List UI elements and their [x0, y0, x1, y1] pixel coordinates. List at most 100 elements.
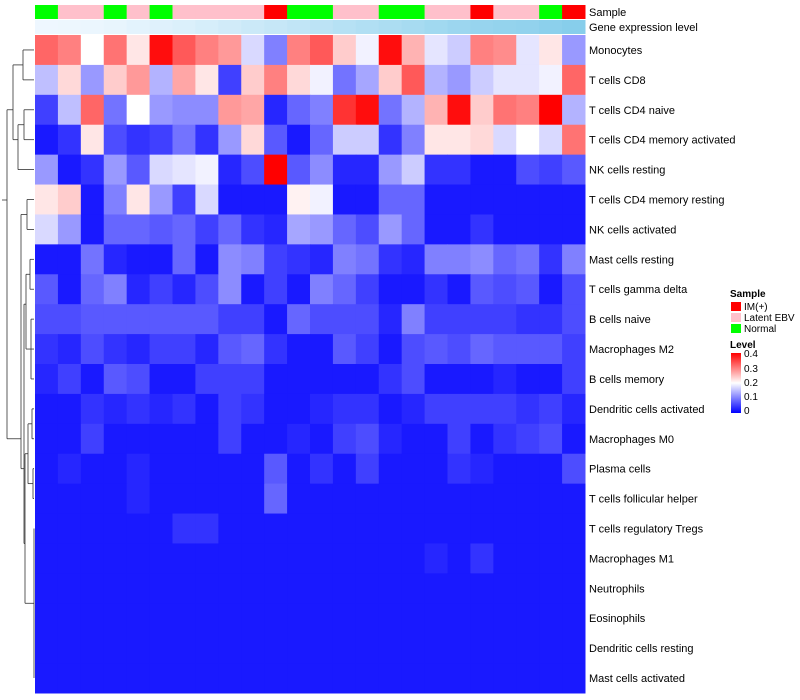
heatmap-cell — [447, 543, 471, 574]
heatmap-cell — [264, 364, 288, 395]
heatmap-cell — [195, 603, 219, 634]
heatmap-cell — [447, 633, 471, 664]
sample-annotation-cell — [103, 5, 128, 19]
heatmap-cell — [470, 304, 494, 335]
heatmap-cell — [287, 304, 311, 335]
heatmap-cell — [35, 244, 59, 275]
heatmap-cell — [57, 154, 82, 186]
expression-annotation-cell — [470, 20, 494, 34]
heatmap-cell — [218, 573, 242, 604]
heatmap-cell — [241, 423, 265, 455]
heatmap-cell — [149, 154, 173, 186]
heatmap-cell — [539, 64, 563, 96]
heatmap-cell — [80, 633, 105, 664]
heatmap-cell — [287, 453, 311, 485]
heatmap-cell — [264, 393, 288, 425]
heatmap-cell — [218, 364, 242, 395]
heatmap-cell — [149, 423, 173, 455]
heatmap-cell — [470, 633, 494, 664]
heatmap-cell — [562, 154, 586, 186]
expression-annotation-cell — [310, 20, 334, 34]
heatmap-cell — [57, 94, 82, 126]
heatmap-cell — [378, 663, 403, 694]
sample-annotation-cell — [332, 5, 357, 19]
heatmap-cell — [332, 364, 357, 395]
heatmap-cell — [562, 35, 586, 66]
heatmap-cell — [516, 334, 540, 365]
legend-level-tick-0: 0.4 — [744, 349, 758, 360]
heatmap-cell — [516, 364, 540, 395]
heatmap-cell — [103, 364, 128, 395]
heatmap-cell — [539, 603, 563, 634]
annotation-label-sample: Sample — [589, 7, 626, 19]
heatmap-cell — [35, 393, 59, 425]
heatmap-cell — [57, 633, 82, 664]
heatmap-cell — [126, 364, 151, 395]
heatmap-cell — [470, 94, 494, 126]
heatmap-cell — [172, 35, 196, 66]
heatmap-cell — [310, 603, 334, 634]
expression-annotation-cell — [539, 20, 563, 34]
row-label: Dendritic cells activated — [589, 404, 705, 416]
heatmap-cell — [332, 35, 357, 66]
heatmap-cell — [424, 274, 448, 305]
heatmap-cell — [355, 423, 380, 455]
heatmap-cell — [57, 304, 82, 335]
heatmap-cell — [332, 663, 357, 694]
heatmap-cell — [287, 393, 311, 425]
row-label: Macrophages M0 — [589, 434, 674, 446]
heatmap-cell — [241, 244, 265, 275]
heatmap-cell — [310, 184, 334, 215]
heatmap-cell — [493, 393, 517, 425]
heatmap-cell — [264, 423, 288, 455]
heatmap-cell — [516, 304, 540, 335]
heatmap-cell — [401, 573, 426, 604]
heatmap-cell — [241, 393, 265, 425]
heatmap-cell — [287, 573, 311, 604]
heatmap-cell — [424, 244, 448, 275]
heatmap-cell — [103, 274, 128, 305]
heatmap-cell — [493, 633, 517, 664]
heatmap-cell — [493, 423, 517, 455]
legend-level-tick-3: 0.1 — [744, 392, 758, 403]
heatmap-cell — [218, 184, 242, 215]
heatmap-cell — [126, 124, 151, 156]
heatmap-cell — [241, 94, 265, 126]
heatmap-cell — [562, 663, 586, 694]
heatmap-cell — [493, 603, 517, 634]
heatmap-cell — [57, 603, 82, 634]
heatmap-cell — [80, 334, 105, 365]
heatmap-cell — [80, 214, 105, 245]
heatmap-cell — [264, 214, 288, 245]
heatmap-cell — [35, 663, 59, 694]
heatmap-cell — [310, 154, 334, 186]
heatmap-cell — [310, 124, 334, 156]
heatmap-cell — [35, 214, 59, 245]
heatmap-cell — [378, 633, 403, 664]
heatmap-cell — [218, 64, 242, 96]
heatmap-cell — [470, 184, 494, 215]
heatmap-cell — [103, 334, 128, 365]
heatmap-cell — [539, 35, 563, 66]
heatmap-cell — [378, 35, 403, 66]
heatmap-cell — [218, 423, 242, 455]
heatmap-cell — [355, 64, 380, 96]
heatmap-cell — [447, 334, 471, 365]
heatmap-cell — [172, 483, 196, 515]
heatmap-cell — [80, 573, 105, 604]
heatmap-cell — [310, 513, 334, 544]
heatmap-cell — [218, 124, 242, 156]
heatmap-cell — [378, 64, 403, 96]
heatmap-cell — [470, 423, 494, 455]
heatmap-cell — [149, 393, 173, 425]
heatmap-cell — [80, 513, 105, 544]
heatmap-cell — [562, 543, 586, 574]
heatmap-cell — [310, 364, 334, 395]
heatmap-cell — [195, 633, 219, 664]
heatmap-cell — [287, 663, 311, 694]
expression-annotation-cell — [493, 20, 517, 34]
heatmap-cell — [57, 124, 82, 156]
heatmap-cell — [378, 244, 403, 275]
row-label: T cells CD4 memory resting — [589, 195, 725, 207]
heatmap-cell — [241, 154, 265, 186]
